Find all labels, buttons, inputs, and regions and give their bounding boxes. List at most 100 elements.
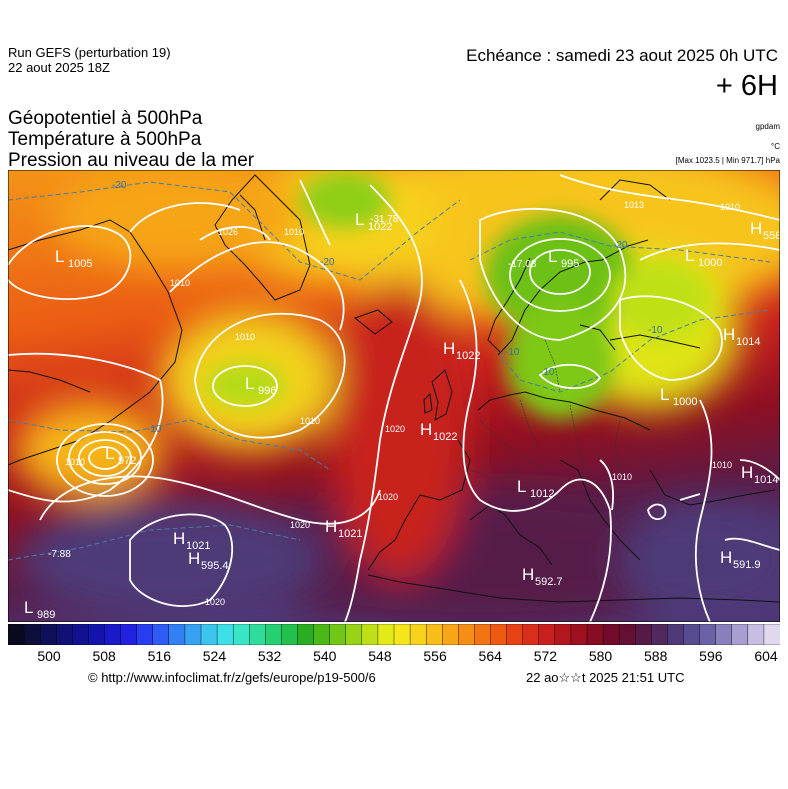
colorbar-cell bbox=[763, 624, 780, 645]
colorbar-tick-label: 516 bbox=[147, 648, 171, 664]
temperature-label: -10 bbox=[540, 367, 555, 378]
temperature-labels: -31.78 -17.08 -7.88 -20 -20 -20 -10 -10 -10 -10 bbox=[48, 180, 663, 560]
high-pressure-marker: H bbox=[741, 463, 753, 482]
colorbar-cell bbox=[522, 624, 540, 645]
pressure-center-value: 1000 bbox=[673, 396, 697, 408]
colorbar-cell bbox=[313, 624, 331, 645]
isobar-label: 1010 bbox=[300, 416, 320, 426]
pressure-center-value: 972 bbox=[118, 455, 136, 467]
forecast-valid-time: Echéance : samedi 23 aout 2025 0h UTC bbox=[466, 46, 778, 65]
colorbar-cell bbox=[393, 624, 411, 645]
colorbar-tick-label: 540 bbox=[313, 648, 337, 664]
colorbar-cell bbox=[88, 624, 105, 645]
title-temperature: Température à 500hPa bbox=[8, 129, 202, 150]
colorbar-cell bbox=[72, 624, 89, 645]
isobar-label: 1020 bbox=[385, 424, 405, 434]
title-geopotential: Géopotentiel à 500hPa bbox=[8, 108, 203, 129]
colorbar-cell bbox=[8, 624, 25, 645]
pressure-center-value: 1022 bbox=[456, 350, 480, 362]
temperature-label: -20 bbox=[613, 240, 628, 251]
pressure-center-value: 996 bbox=[258, 385, 276, 397]
isobar-label: 1010 bbox=[720, 202, 740, 212]
colorbar-cell bbox=[297, 624, 315, 645]
colorbar-cell bbox=[715, 624, 733, 645]
temperature-isotherms bbox=[8, 181, 771, 561]
pressure-max-min: [Max 1023.5 | Min 971.7] hPa bbox=[675, 156, 780, 165]
unit-temperature: °C bbox=[771, 142, 780, 151]
forecast-offset: + 6H bbox=[715, 70, 778, 102]
colorbar-cell bbox=[586, 624, 604, 645]
colorbar-cell bbox=[409, 624, 427, 645]
colorbar-cell bbox=[458, 624, 475, 645]
colorbar-tick-label: 556 bbox=[423, 648, 447, 664]
colorbar-tick-label: 548 bbox=[368, 648, 392, 664]
high-pressure-marker: H bbox=[173, 529, 185, 548]
colorbar-cell bbox=[425, 624, 443, 645]
colorbar-cell bbox=[731, 624, 749, 645]
pressure-center-value: 1014 bbox=[754, 474, 778, 486]
low-pressure-marker: L bbox=[548, 247, 557, 266]
copyright-text: © http://www.infoclimat.fr/z/gefs/europe… bbox=[88, 670, 376, 685]
isobar-label: 1010 bbox=[712, 460, 732, 470]
colorbar-cell bbox=[442, 624, 459, 645]
low-pressure-marker: L bbox=[660, 385, 669, 404]
low-pressure-marker: L bbox=[355, 210, 364, 229]
isobar-label: 1020 bbox=[205, 597, 225, 607]
isobar-label: 1026 bbox=[218, 227, 238, 237]
colorbar-cell bbox=[39, 624, 57, 645]
low-pressure-marker: L bbox=[55, 247, 64, 266]
temperature-label: -10 bbox=[648, 325, 663, 336]
colorbar-cell bbox=[152, 624, 170, 645]
colorbar-tick-label: 596 bbox=[699, 648, 723, 664]
colorbar-cell bbox=[602, 624, 620, 645]
temperature-label: -20 bbox=[112, 180, 127, 191]
high-pressure-marker: H bbox=[720, 548, 732, 567]
colorbar-cell bbox=[23, 624, 41, 645]
colorbar-tick-label: 524 bbox=[202, 648, 227, 664]
pressure-center-value: 558.7 bbox=[763, 230, 780, 242]
pressure-center-value: 1021 bbox=[186, 540, 210, 552]
temperature-label: -20 bbox=[320, 257, 335, 268]
colorbar-tick-label: 572 bbox=[533, 648, 558, 664]
high-pressure-marker: H bbox=[522, 565, 534, 584]
pressure-center-value: 989 bbox=[37, 609, 55, 621]
colorbar-cell bbox=[216, 624, 234, 645]
colorbar-tick-label: 532 bbox=[257, 648, 282, 664]
colorbar-cell bbox=[136, 624, 154, 645]
pressure-center-value: 1014 bbox=[736, 336, 760, 348]
colorbar-cell bbox=[104, 624, 122, 645]
pressure-center-value: 1000 bbox=[698, 257, 722, 269]
isobar-labels: 1010 1010 1010 1020 1020 1020 1010 1020 1010 1013… bbox=[65, 200, 740, 607]
colorbar-cell bbox=[651, 624, 668, 645]
temperature-label: -17.08 bbox=[508, 259, 537, 270]
colorbar-cell bbox=[168, 624, 186, 645]
colorbar-cell bbox=[667, 624, 684, 645]
low-pressure-marker: L bbox=[24, 598, 33, 617]
colorbar-cell bbox=[618, 624, 636, 645]
colorbar-cell bbox=[377, 624, 395, 645]
pressure-center-value: 995 bbox=[561, 258, 579, 270]
colorbar-cell bbox=[699, 624, 717, 645]
colorbar-cell bbox=[345, 624, 363, 645]
colorbar-cell bbox=[474, 624, 492, 645]
colorbar-cell bbox=[232, 624, 250, 645]
high-pressure-marker: H bbox=[750, 219, 762, 238]
colorbar-tick-label: 580 bbox=[588, 648, 613, 664]
colorbar-cell bbox=[200, 624, 218, 645]
colorbar-tick-label: 588 bbox=[644, 648, 668, 664]
isobar-label: 1010 bbox=[235, 332, 255, 342]
colorbar-cell bbox=[120, 624, 138, 645]
borders bbox=[469, 339, 621, 481]
pressure-center-value: 1012 bbox=[530, 488, 554, 500]
low-pressure-marker: L bbox=[517, 477, 526, 496]
colorbar-cell bbox=[506, 624, 524, 645]
colorbar-cell bbox=[570, 624, 588, 645]
pressure-center-value: 595.4 bbox=[201, 560, 229, 572]
temperature-label: -10 bbox=[147, 424, 162, 435]
low-pressure-marker: L bbox=[105, 444, 114, 463]
title-pressure: Pression au niveau de la mer bbox=[8, 150, 255, 171]
colorbar-cell bbox=[249, 624, 266, 645]
generated-timestamp: 22 ao☆☆t 2025 21:51 UTC bbox=[526, 670, 685, 685]
weather-map: L 1022 L 995 L 1000 L 996 L 972 L 1000 L 1012 L 1005 L 98… bbox=[8, 170, 780, 622]
unit-geopotential: gpdam bbox=[755, 122, 780, 131]
